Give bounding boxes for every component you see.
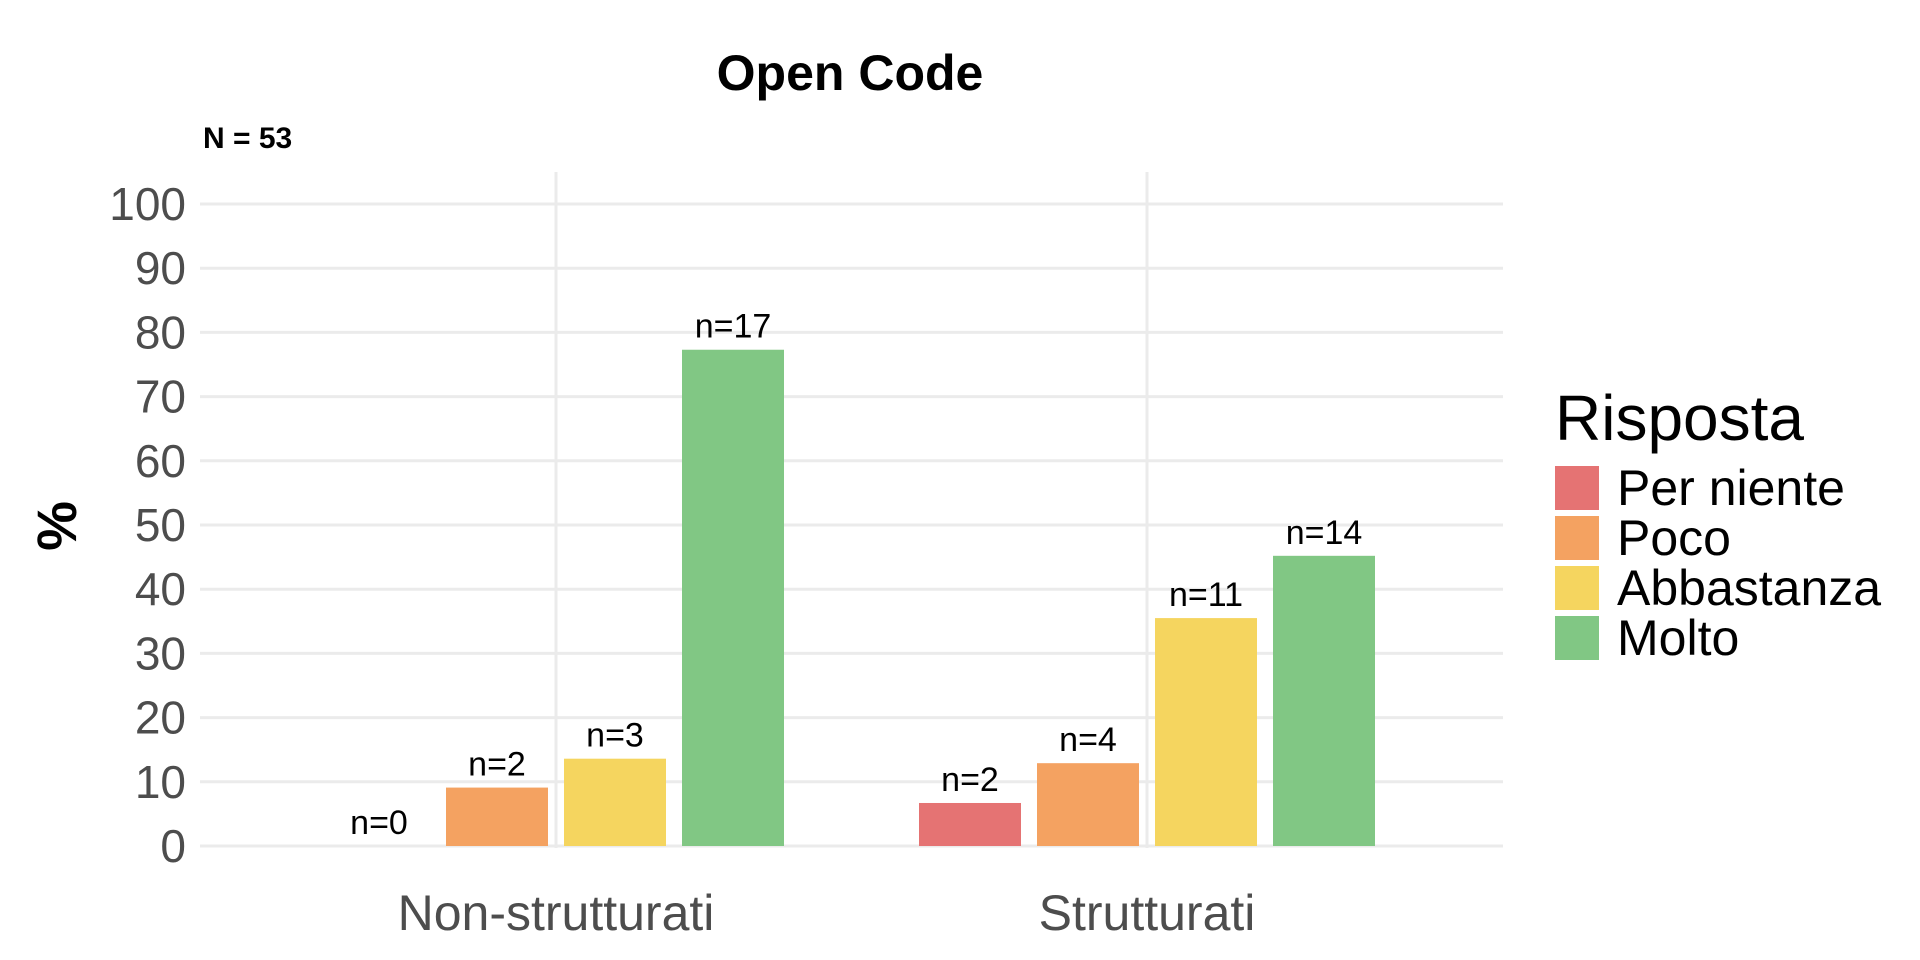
- legend-label: Per niente: [1617, 460, 1845, 516]
- data-labels-layer: n=0 n=2 n=2 n=4 n=3 n=11 n=17 n=14: [350, 308, 1362, 842]
- legend-swatch: [1555, 516, 1599, 560]
- bar-data-label: n=14: [1286, 514, 1363, 552]
- bar-data-label: n=0: [350, 804, 408, 842]
- y-tick-label: 60: [135, 435, 186, 487]
- y-tick-label: 20: [135, 692, 186, 744]
- grid-layer: [200, 172, 1503, 848]
- bar: [446, 787, 548, 846]
- bar: [682, 349, 784, 846]
- bar: [1155, 618, 1257, 846]
- legend-label: Poco: [1617, 510, 1731, 566]
- bar-data-label: n=2: [941, 761, 999, 799]
- x-tick-label: Strutturati: [1039, 885, 1256, 941]
- legend-swatch: [1555, 566, 1599, 610]
- legend-title: Risposta: [1555, 382, 1804, 454]
- x-axis-ticks: Non-strutturati Strutturati: [398, 885, 1256, 941]
- bar-data-label: n=3: [586, 717, 644, 755]
- y-axis-ticks: 0 10 20 30 40 50 60 70 80 90 100: [109, 178, 186, 872]
- legend-swatch: [1555, 616, 1599, 660]
- bar: [1037, 763, 1139, 846]
- bar-data-label: n=11: [1169, 576, 1243, 614]
- x-tick-label: Non-strutturati: [398, 885, 715, 941]
- bar: [564, 758, 666, 846]
- bar-data-label: n=2: [468, 746, 526, 784]
- legend-label: Abbastanza: [1617, 560, 1881, 616]
- y-tick-label: 40: [135, 563, 186, 615]
- y-tick-label: 10: [135, 756, 186, 808]
- bar-data-label: n=17: [695, 308, 772, 346]
- bar-data-label: n=4: [1059, 721, 1117, 759]
- y-tick-label: 90: [135, 242, 186, 294]
- y-tick-label: 50: [135, 499, 186, 551]
- y-tick-label: 30: [135, 627, 186, 679]
- bar: [919, 802, 1021, 846]
- y-tick-label: 0: [160, 820, 186, 872]
- y-tick-label: 70: [135, 371, 186, 423]
- legend-swatch: [1555, 466, 1599, 510]
- chart-subtitle: N = 53: [203, 122, 292, 155]
- chart-title: Open Code: [717, 45, 984, 101]
- bar: [1273, 555, 1375, 846]
- y-axis-label: %: [25, 501, 88, 551]
- bars-layer: [446, 349, 1375, 846]
- legend-label: Molto: [1617, 610, 1739, 666]
- y-tick-label: 100: [109, 178, 186, 230]
- y-tick-label: 80: [135, 306, 186, 358]
